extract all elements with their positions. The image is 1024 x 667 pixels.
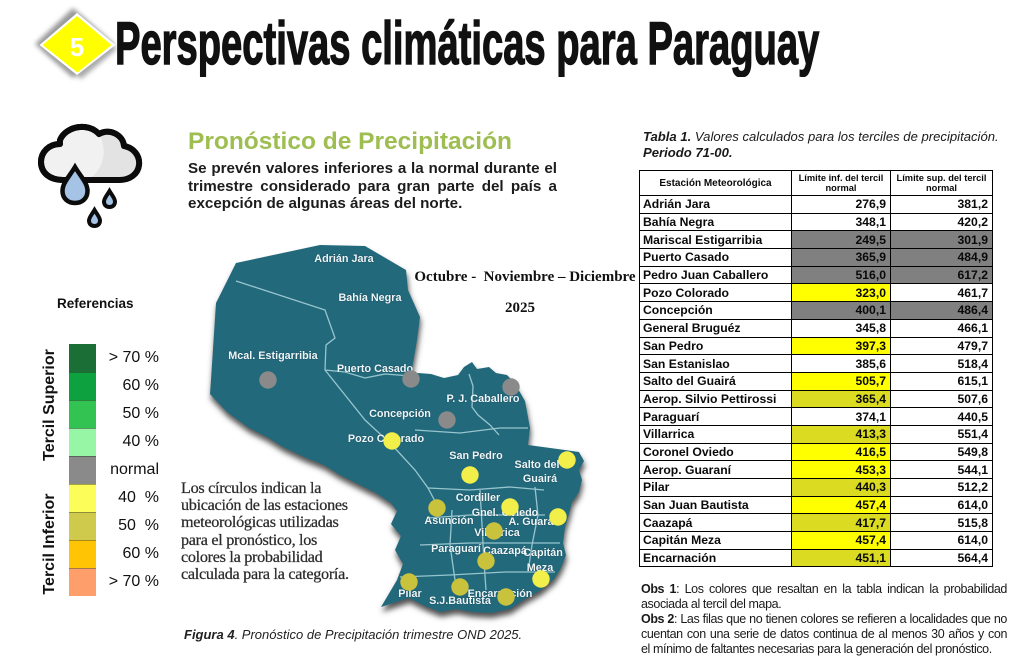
svg-text:Pilar: Pilar	[398, 588, 422, 600]
svg-text:Mcal. Estigarribia: Mcal. Estigarribia	[228, 350, 318, 362]
svg-text:Asunción: Asunción	[424, 515, 473, 527]
svg-text:P. J. Caballero: P. J. Caballero	[446, 393, 519, 405]
svg-text:Capitán: Capitán	[523, 547, 563, 559]
svg-text:Salto del: Salto del	[515, 459, 560, 471]
svg-text:Puerto Casado: Puerto Casado	[337, 363, 414, 375]
svg-text:Meza: Meza	[527, 562, 554, 574]
svg-text:S.J.Bautista: S.J.Bautista	[429, 595, 492, 607]
svg-text:Paraguarí: Paraguarí	[431, 543, 482, 555]
svg-text:Concepción: Concepción	[369, 408, 431, 420]
svg-text:Guairá: Guairá	[523, 473, 558, 485]
svg-text:5: 5	[70, 32, 84, 62]
svg-text:San Pedro: San Pedro	[449, 450, 503, 462]
svg-text:Cordiller: Cordiller	[456, 492, 501, 504]
svg-text:A. Guara: A. Guara	[508, 516, 554, 528]
svg-text:Caazapá: Caazapá	[483, 545, 528, 557]
svg-text:Bahía Negra: Bahía Negra	[338, 292, 402, 304]
svg-text:Adrián Jara: Adrián Jara	[314, 253, 374, 265]
